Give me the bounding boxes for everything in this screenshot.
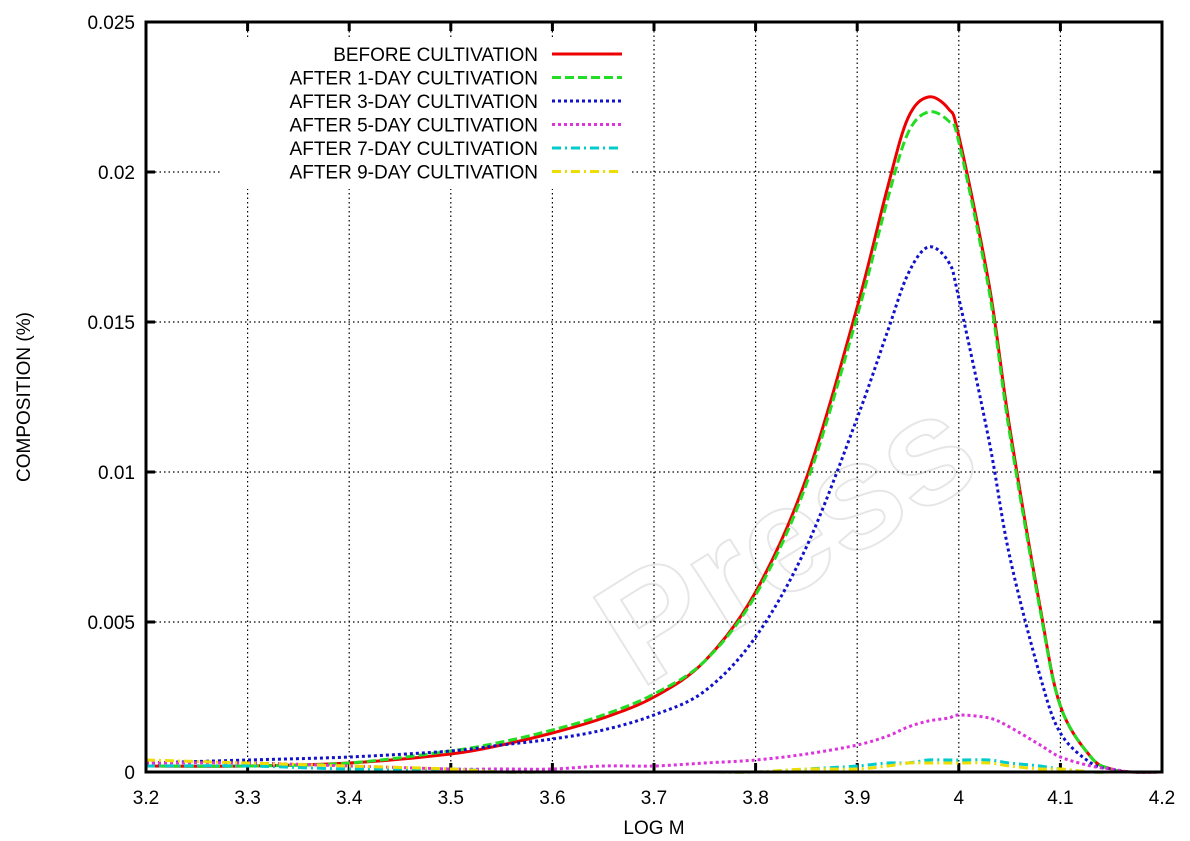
svg-text:Press: Press	[568, 358, 1004, 717]
series-line	[145, 758, 1162, 774]
legend-label: AFTER 5-DAY CULTIVATION	[290, 116, 538, 137]
y-tick-label: 0.025	[87, 13, 135, 34]
series-line	[145, 110, 1163, 774]
x-tick-label: 4.1	[1047, 788, 1073, 809]
y-tick-label: 0.015	[87, 313, 135, 334]
x-tick-label: 3.6	[539, 788, 565, 809]
y-tick-label: 0.005	[87, 613, 135, 634]
legend-label: AFTER 7-DAY CULTIVATION	[290, 139, 538, 160]
x-tick-label: 3.7	[641, 788, 667, 809]
y-tick-label: 0	[124, 763, 135, 784]
x-tick-label: 3.3	[234, 788, 260, 809]
x-axis-label: LOG M	[623, 818, 684, 839]
series-lines	[145, 95, 1163, 774]
legend-background	[222, 40, 632, 189]
legend-label: AFTER 3-DAY CULTIVATION	[290, 92, 538, 113]
y-tick-label: 0.01	[98, 463, 135, 484]
legend-label: BEFORE CULTIVATION	[333, 45, 538, 66]
x-tick-labels: 3.2 3.3 3.4 3.5 3.6 3.7 3.8 3.9 4 4.1 4.2	[133, 788, 1175, 809]
legend-label: AFTER 9-DAY CULTIVATION	[290, 163, 538, 184]
y-tick-labels: 0 0.005 0.01 0.015 0.02 0.025	[87, 13, 135, 784]
series-line	[145, 713, 1163, 774]
x-tick-label: 3.9	[844, 788, 870, 809]
x-tick-label: 3.5	[438, 788, 464, 809]
y-axis-label: COMPOSITION (%)	[14, 312, 35, 482]
x-tick-label: 4	[954, 788, 965, 809]
legend: BEFORE CULTIVATION AFTER 1-DAY CULTIVATIO…	[290, 45, 622, 184]
x-tick-label: 4.2	[1149, 788, 1175, 809]
plot-frame	[144, 20, 1164, 774]
x-tick-label: 3.2	[133, 788, 159, 809]
watermark: Press	[567, 357, 1005, 718]
legend-label: AFTER 1-DAY CULTIVATION	[290, 69, 538, 90]
x-tick-label: 3.8	[742, 788, 768, 809]
x-tick-label: 3.4	[336, 788, 363, 809]
y-tick-label: 0.02	[98, 163, 135, 184]
